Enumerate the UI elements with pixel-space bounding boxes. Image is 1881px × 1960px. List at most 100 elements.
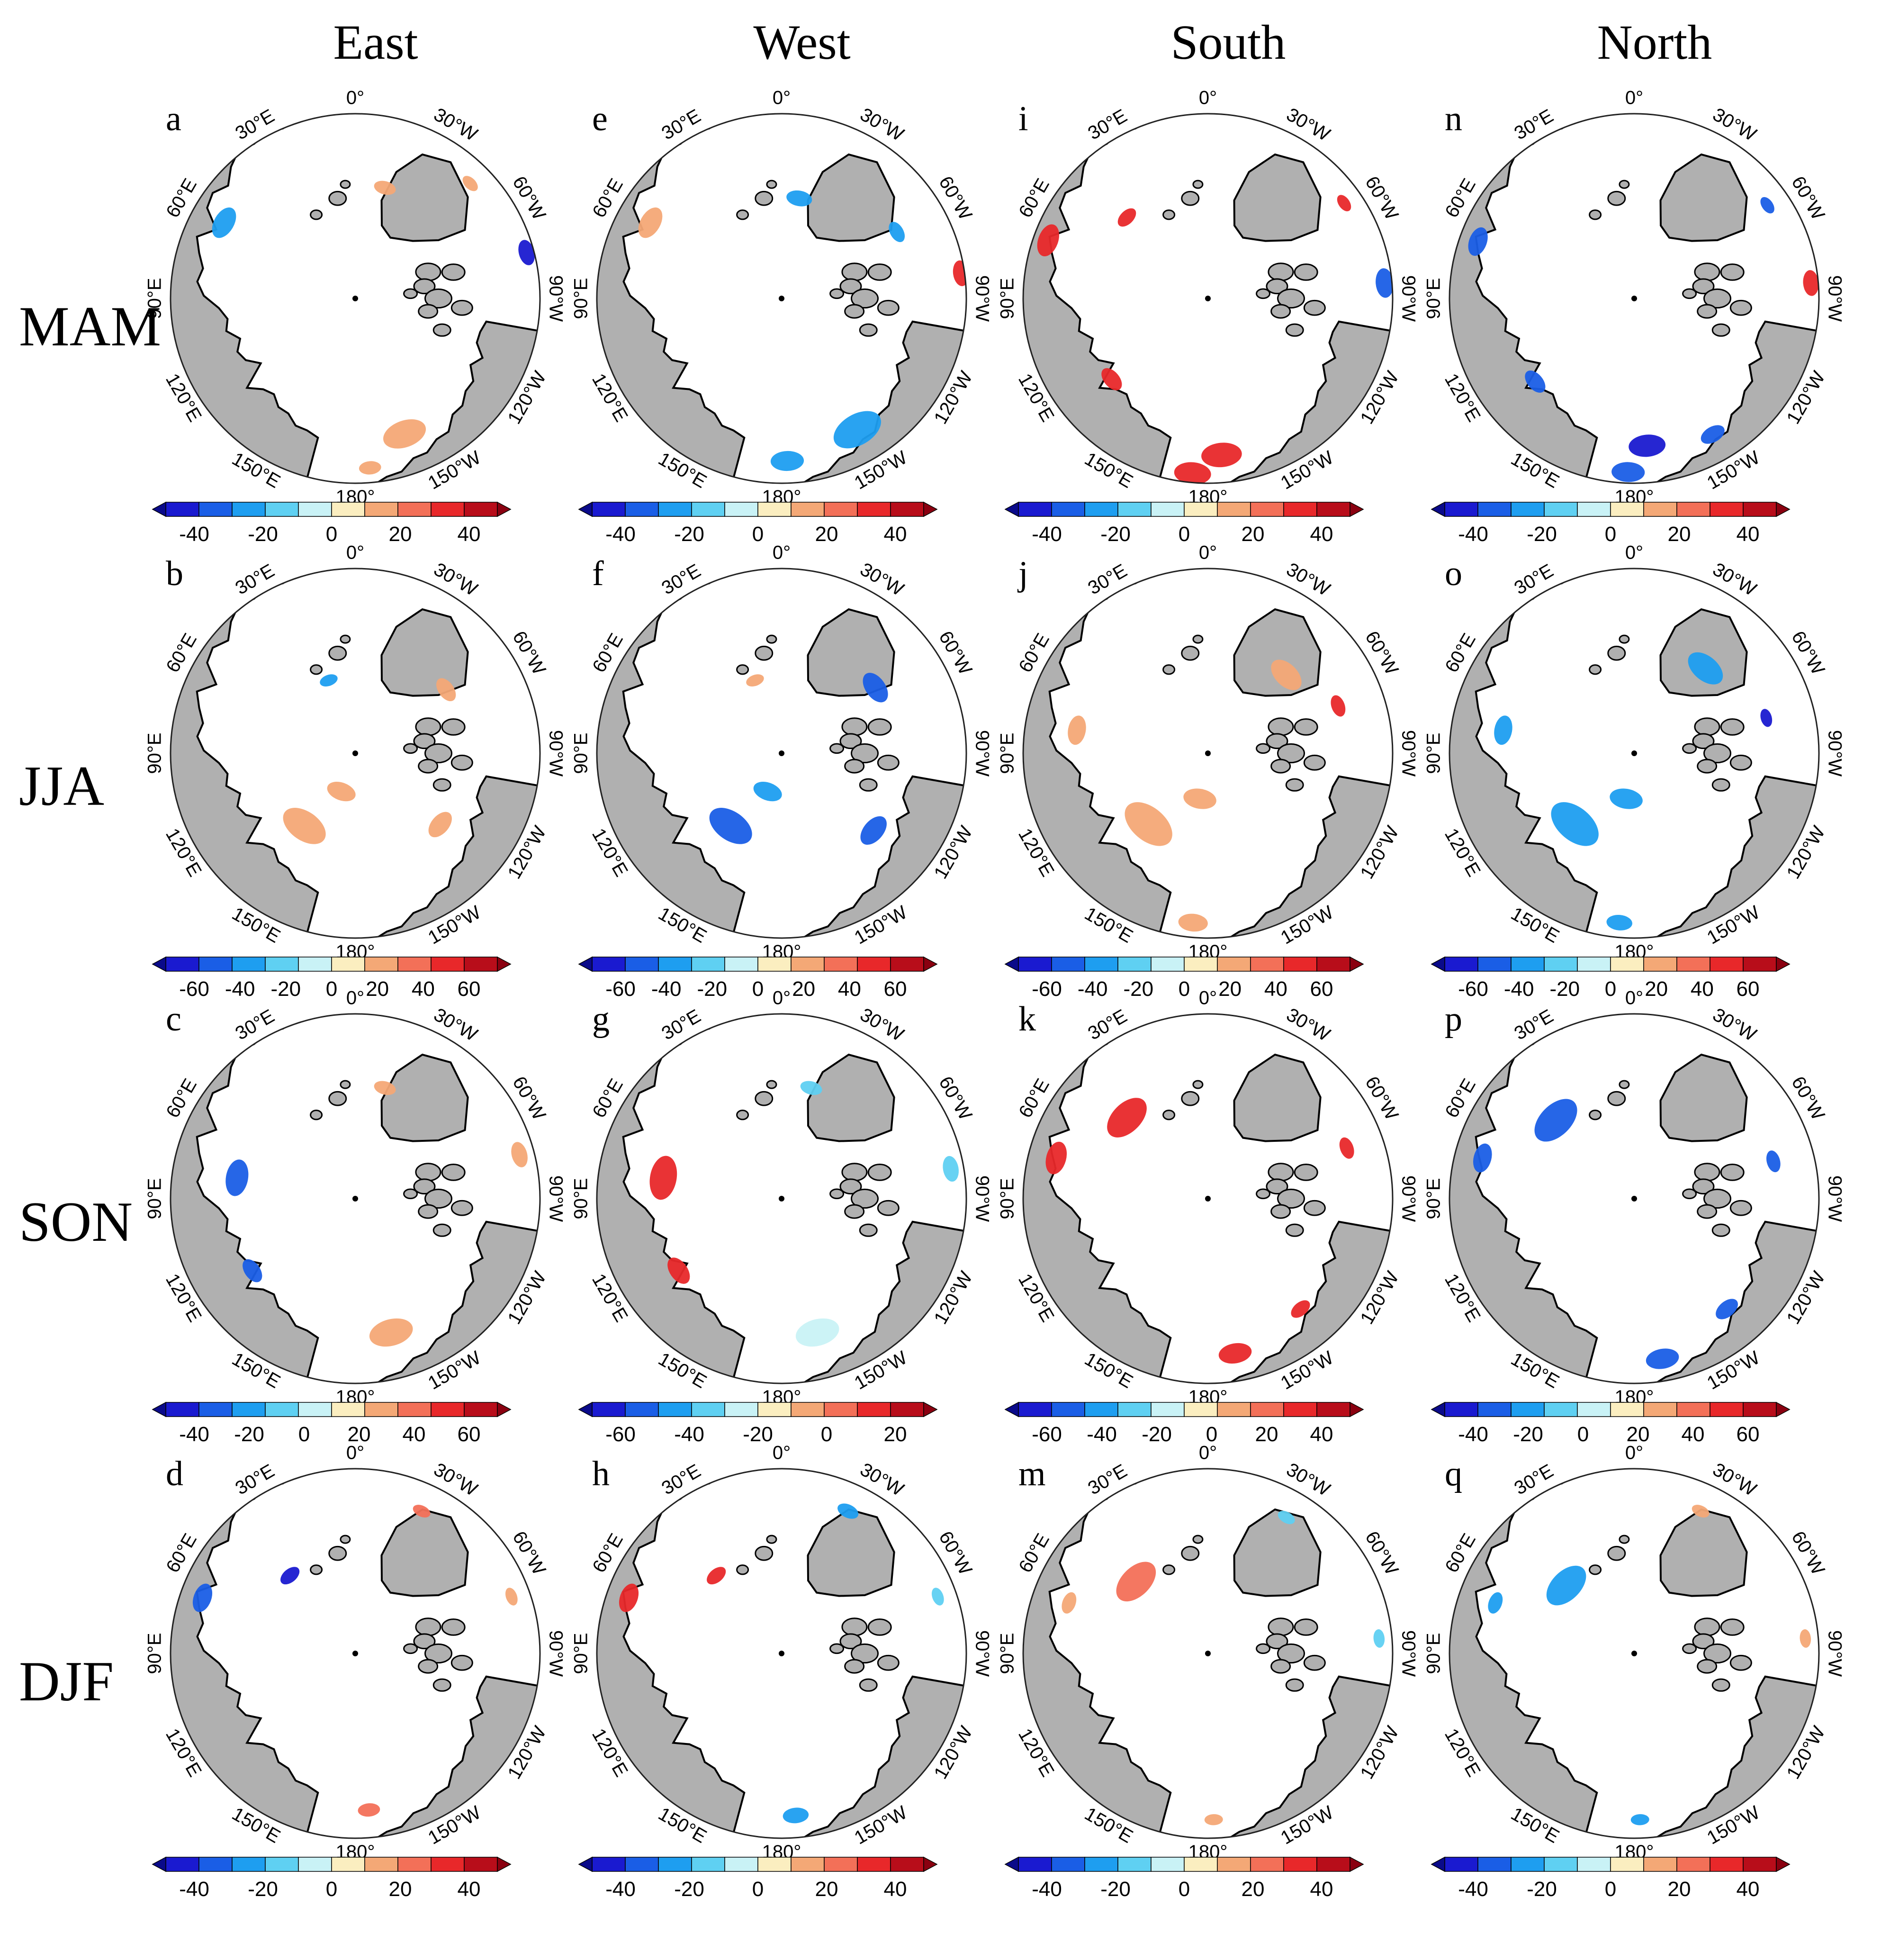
map-panel-h: 0° 30°W 60°W 90°W 120°W 150°W 180° 150°E 120°E 90…: [559, 1402, 992, 1905]
colorbar-tick-label: 20: [1218, 977, 1242, 1001]
island: [403, 288, 418, 299]
anomaly-patch: [518, 240, 535, 265]
island: [867, 263, 892, 281]
colorbar-segment: [198, 1857, 233, 1872]
island: [310, 1110, 323, 1120]
anomaly-patch: [1688, 652, 1723, 685]
island: [1720, 718, 1745, 736]
colorbar-segment: [1544, 502, 1578, 517]
colorbar-min-arrow: [578, 956, 593, 972]
island: [1181, 645, 1200, 661]
island: [441, 1164, 466, 1181]
land-greenland: [1233, 153, 1322, 242]
colorbar-tick-label: 20: [348, 1423, 371, 1446]
colorbar-max-arrow: [1350, 501, 1364, 517]
longitude-label: 0°: [773, 87, 791, 108]
colorbar-tick-label: 40: [838, 977, 861, 1001]
colorbar-segment: [1117, 957, 1152, 972]
island: [310, 209, 323, 220]
colorbar-segment: [1217, 502, 1251, 517]
colorbar-tick-label: 20: [1242, 523, 1265, 546]
colorbar-max-arrow: [1350, 956, 1364, 972]
colorbar-tick-label: -40: [1458, 1423, 1488, 1446]
anomaly-patch: [225, 1159, 249, 1196]
colorbar-segment: [757, 502, 792, 517]
colorbar-segment: [791, 502, 825, 517]
land-north-america: [1649, 775, 1819, 938]
north-pole-dot: [352, 1651, 358, 1656]
panel-letter: e: [592, 99, 608, 138]
island: [340, 634, 351, 644]
colorbar-segment: [1577, 1857, 1611, 1872]
longitude-label: 90°E: [997, 1178, 1017, 1219]
island: [340, 180, 351, 189]
map-svg: 0°30°W60°W90°W120°W150°W180°150°E120°E90…: [997, 1442, 1419, 1901]
colorbar-tick-label: 20: [815, 1878, 838, 1901]
map-panel-p: 0° 30°W 60°W 90°W 120°W 150°W 180° 150°E 120°E 90…: [1412, 948, 1845, 1450]
colorbar-tick-label: 60: [1310, 977, 1333, 1001]
island: [844, 1204, 865, 1219]
colorbar-segment: [658, 1402, 692, 1417]
map-boundary: [1022, 1013, 1394, 1384]
colorbar-segment: [1710, 502, 1744, 517]
colorbar-tick-label: 20: [1668, 1878, 1691, 1901]
anomaly-patch: [1218, 1343, 1252, 1364]
land-north-america: [370, 775, 540, 938]
island: [424, 1643, 452, 1664]
anomaly-patch: [1376, 268, 1393, 298]
colorbar-segment: [1676, 957, 1710, 972]
island: [328, 645, 347, 661]
colorbar-segment: [1084, 957, 1118, 972]
island: [450, 754, 473, 771]
land-greenland: [1659, 1508, 1748, 1597]
island: [1711, 1678, 1730, 1692]
colorbar-segment: [1117, 502, 1152, 517]
island: [450, 1200, 473, 1216]
colorbar-segment: [757, 1402, 792, 1417]
island: [1270, 759, 1291, 774]
colorbar-segment: [1743, 1402, 1777, 1417]
island: [1729, 754, 1752, 771]
colorbar-segment: [1084, 1857, 1118, 1872]
island: [1694, 717, 1720, 736]
longitude-label: 0°: [1199, 87, 1217, 108]
map-boundary: [596, 1013, 967, 1384]
land-greenland: [380, 153, 469, 242]
island: [1277, 1643, 1305, 1664]
colorbar-segment: [331, 1402, 365, 1417]
island: [418, 1204, 439, 1219]
anomaly-patch: [1045, 1141, 1067, 1174]
island: [1607, 1545, 1626, 1561]
colorbar-segment: [1511, 1857, 1545, 1872]
north-pole-dot: [1631, 750, 1637, 756]
colorbar-segment: [791, 957, 825, 972]
colorbar-segment: [1283, 1402, 1317, 1417]
land-north-america: [797, 1675, 966, 1838]
island: [328, 190, 347, 206]
colorbar-min-arrow: [1004, 1856, 1019, 1872]
anomaly-patch: [833, 411, 881, 449]
colorbar-tick-label: 40: [1310, 523, 1333, 546]
anomaly-patch: [786, 190, 812, 207]
island: [403, 1643, 418, 1654]
map-panel-a: 0° 30°W 60°W 90°W 120°W 150°W 180° 150°E 120°E 90…: [133, 47, 566, 550]
longitude-label: 90°E: [144, 278, 165, 319]
colorbar-segment: [1477, 1857, 1512, 1872]
island: [859, 1678, 878, 1692]
anomaly-patch: [1610, 788, 1643, 809]
island: [1294, 1618, 1318, 1636]
anomaly-patch: [413, 1505, 431, 1517]
land-north-america: [370, 320, 540, 483]
colorbar-segment: [890, 1402, 924, 1417]
island: [829, 1188, 845, 1200]
anomaly-patch: [1525, 370, 1546, 393]
colorbar-segment: [265, 1857, 299, 1872]
north-pole-dot: [1205, 1651, 1211, 1656]
anomaly-patch: [511, 1142, 528, 1167]
island: [403, 743, 418, 754]
colorbar-tick-label: 60: [1737, 1423, 1760, 1446]
colorbar-segment: [1084, 1402, 1118, 1417]
island: [1270, 1204, 1291, 1219]
panel-letter: k: [1018, 1000, 1036, 1039]
longitude-label: 90°E: [1423, 732, 1444, 774]
